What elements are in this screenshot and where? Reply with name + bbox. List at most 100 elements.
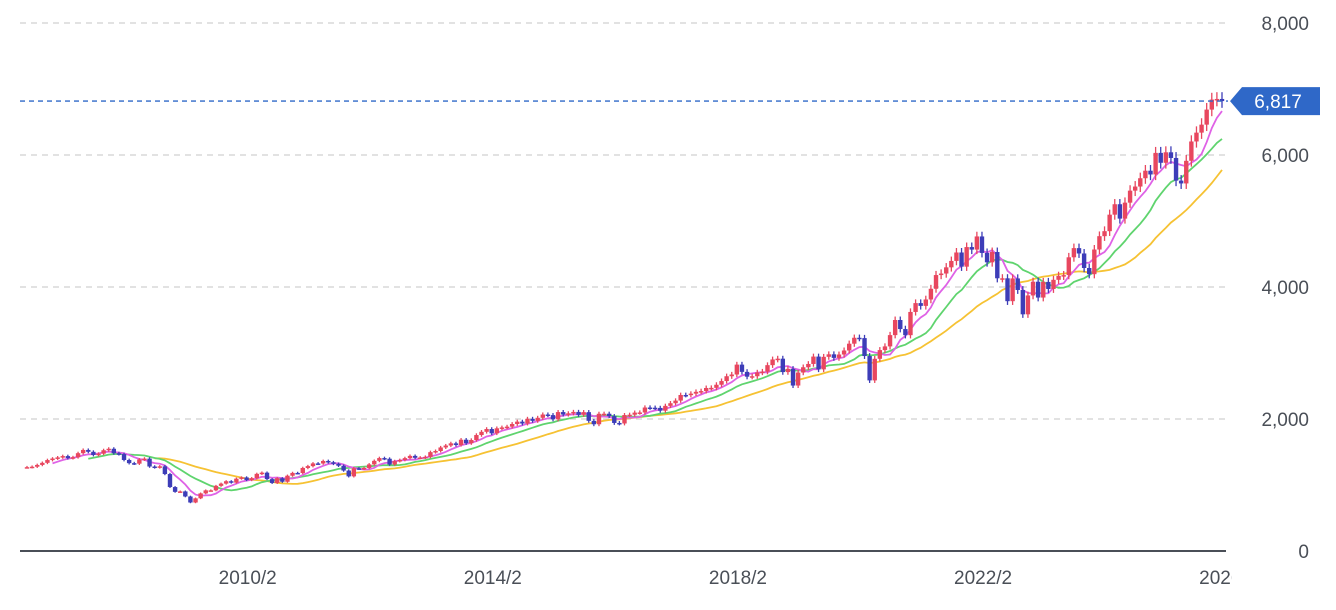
candle xyxy=(801,364,806,376)
candle xyxy=(612,414,617,425)
candle-body xyxy=(167,474,173,488)
candle xyxy=(1138,172,1143,193)
candle-body xyxy=(734,364,740,375)
candle-body xyxy=(852,337,857,344)
candle xyxy=(959,248,964,271)
candle-body xyxy=(1071,248,1077,258)
ma-long-line xyxy=(154,169,1223,485)
candle xyxy=(826,351,831,360)
candle-body xyxy=(351,468,357,477)
candle xyxy=(40,461,45,467)
candle xyxy=(862,334,867,359)
candle-body xyxy=(995,252,1000,279)
candle-body xyxy=(1097,236,1102,250)
candle-body xyxy=(1153,152,1158,175)
candle xyxy=(923,295,929,310)
candle xyxy=(1051,275,1056,293)
candle xyxy=(622,413,627,426)
candle-body xyxy=(683,394,688,397)
y-tick-label: 2,000 xyxy=(1261,410,1309,431)
candle xyxy=(172,486,178,493)
candle xyxy=(193,497,198,504)
candle-body xyxy=(372,460,377,465)
candle xyxy=(841,347,847,358)
candle-body xyxy=(1030,281,1036,296)
current-price-tag: 6,817 xyxy=(20,87,1320,116)
candle-body xyxy=(336,463,341,466)
candle xyxy=(1066,252,1071,280)
candle-body xyxy=(1107,214,1112,232)
candle xyxy=(1168,146,1174,164)
candle xyxy=(91,450,96,457)
candle xyxy=(898,316,903,333)
candle-body xyxy=(188,496,193,503)
candle xyxy=(326,459,331,464)
candle-body xyxy=(944,267,949,274)
candle xyxy=(627,412,632,418)
candle xyxy=(269,478,275,484)
candle-body xyxy=(213,485,219,491)
candle-body xyxy=(86,449,91,452)
candle-body xyxy=(310,463,316,467)
candle xyxy=(1204,102,1209,132)
candle-body xyxy=(617,422,622,425)
candle xyxy=(178,490,183,493)
candle-body xyxy=(35,464,40,467)
candle xyxy=(530,416,535,423)
y-tick-label: 6,000 xyxy=(1261,146,1309,167)
candle-body xyxy=(724,376,729,382)
candle xyxy=(285,474,290,483)
candle-body xyxy=(821,356,826,370)
candle-body xyxy=(407,455,413,459)
candle-body xyxy=(790,368,796,386)
candle-body xyxy=(872,358,877,381)
candle xyxy=(351,467,357,478)
x-tick-label: 2014/2 xyxy=(464,568,522,589)
candle-body xyxy=(811,356,816,364)
candle-body xyxy=(172,487,178,492)
candle xyxy=(581,410,586,417)
candle-body xyxy=(295,472,300,475)
candle-body xyxy=(938,273,944,276)
candle xyxy=(1112,199,1117,220)
candle xyxy=(1020,286,1026,318)
candle-body xyxy=(1056,275,1061,280)
candle xyxy=(617,421,622,426)
candle-body xyxy=(275,478,280,483)
candle xyxy=(65,454,71,460)
x-tick-label: 2018/2 xyxy=(709,568,767,589)
candle-body xyxy=(1209,99,1214,110)
candle-body xyxy=(1000,278,1005,280)
y-axis: 0 2,000 4,000 6,000 8,000 xyxy=(1261,14,1309,563)
candle-body xyxy=(75,453,81,458)
candle-body xyxy=(867,356,872,381)
candle-body xyxy=(908,311,913,336)
candle-body xyxy=(203,490,208,494)
candle xyxy=(1030,277,1036,300)
candle xyxy=(1158,146,1163,169)
candle xyxy=(1087,263,1092,279)
candle-body xyxy=(949,260,954,268)
candle-body xyxy=(1041,281,1046,298)
candle xyxy=(770,356,775,368)
candle-body xyxy=(877,350,883,359)
candle-body xyxy=(208,490,214,492)
candle xyxy=(1025,291,1031,318)
candle-body xyxy=(361,467,367,470)
candle-body xyxy=(1138,178,1143,187)
candle xyxy=(882,343,888,354)
candle xyxy=(555,409,561,422)
candle-body xyxy=(903,329,908,336)
candle-body xyxy=(775,358,780,361)
candle xyxy=(295,471,300,475)
candle xyxy=(949,256,954,272)
candle-body xyxy=(984,252,990,263)
candle-body xyxy=(530,418,535,421)
candle-body xyxy=(198,493,203,499)
candle xyxy=(423,455,428,459)
candle xyxy=(755,369,760,379)
candle-body xyxy=(1076,248,1082,254)
candle-body xyxy=(658,407,663,411)
price-tag-shape xyxy=(1230,87,1320,116)
candle-body xyxy=(1189,141,1194,161)
